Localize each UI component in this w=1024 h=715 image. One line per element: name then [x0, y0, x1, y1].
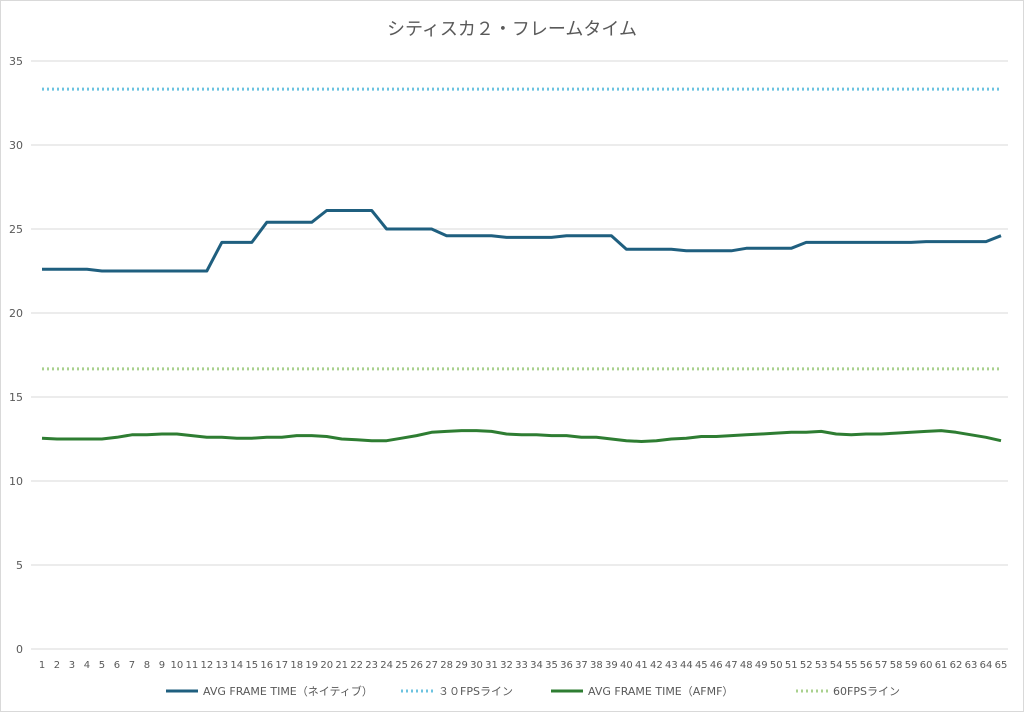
x-tick-label: 20	[320, 660, 333, 671]
legend-label: AVG FRAME TIME（AFMF）	[588, 685, 733, 698]
x-tick-label: 44	[680, 660, 693, 671]
x-tick-label: 1	[39, 660, 45, 671]
x-tick-label: 41	[635, 660, 648, 671]
x-tick-label: 53	[815, 660, 828, 671]
x-tick-label: 64	[980, 660, 993, 671]
x-tick-label: 17	[275, 660, 288, 671]
x-tick-label: 48	[740, 660, 753, 671]
x-tick-label: 9	[159, 660, 165, 671]
x-tick-label: 11	[185, 660, 198, 671]
series-line-3	[41, 429, 1002, 443]
x-tick-label: 30	[470, 660, 483, 671]
chart-title: シティスカ２・フレームタイム	[387, 19, 637, 40]
x-tick-label: 60	[920, 660, 933, 671]
x-tick-label: 40	[620, 660, 633, 671]
y-tick-label: 30	[9, 139, 23, 152]
x-tick-label: 31	[485, 660, 498, 671]
x-tick-label: 4	[84, 660, 90, 671]
y-tick-label: 0	[16, 643, 23, 656]
x-tick-label: 45	[695, 660, 708, 671]
x-tick-label: 56	[860, 660, 873, 671]
y-tick-label: 10	[9, 475, 23, 488]
x-tick-label: 19	[305, 660, 318, 671]
x-tick-label: 51	[785, 660, 798, 671]
x-tick-label: 16	[260, 660, 273, 671]
y-tick-label: 15	[9, 391, 23, 404]
x-tick-label: 25	[395, 660, 408, 671]
x-tick-label: 32	[500, 660, 513, 671]
x-tick-label: 63	[965, 660, 978, 671]
y-tick-label: 25	[9, 223, 23, 236]
x-tick-label: 39	[605, 660, 618, 671]
legend-label: 60FPSライン	[833, 685, 900, 698]
x-tick-label: 18	[290, 660, 303, 671]
x-tick-label: 46	[710, 660, 723, 671]
y-tick-label: 5	[16, 559, 23, 572]
x-tick-label: 27	[425, 660, 438, 671]
x-tick-label: 57	[875, 660, 888, 671]
x-tick-label: 22	[350, 660, 363, 671]
x-tick-label: 59	[905, 660, 918, 671]
x-tick-label: 26	[410, 660, 423, 671]
x-tick-label: 13	[215, 660, 228, 671]
x-tick-label: 23	[365, 660, 378, 671]
legend-label: AVG FRAME TIME（ネイティブ）	[203, 684, 373, 698]
x-tick-label: 42	[650, 660, 663, 671]
x-tick-label: 47	[725, 660, 738, 671]
x-tick-label: 34	[530, 660, 543, 671]
y-tick-label: 35	[9, 55, 23, 68]
x-tick-label: 28	[440, 660, 453, 671]
x-tick-label: 15	[245, 660, 258, 671]
x-tick-label: 12	[200, 660, 213, 671]
x-tick-label: 8	[144, 660, 150, 671]
x-tick-label: 54	[830, 660, 843, 671]
x-tick-label: 14	[230, 660, 243, 671]
x-tick-label: 33	[515, 660, 528, 671]
x-tick-label: 38	[590, 660, 603, 671]
x-tick-label: 5	[99, 660, 105, 671]
x-tick-label: 52	[800, 660, 813, 671]
x-tick-label: 58	[890, 660, 903, 671]
x-tick-label: 10	[170, 660, 183, 671]
x-tick-label: 7	[129, 660, 135, 671]
x-tick-label: 29	[455, 660, 468, 671]
x-tick-label: 21	[335, 660, 348, 671]
x-tick-label: 35	[545, 660, 558, 671]
x-tick-label: 37	[575, 660, 588, 671]
x-tick-label: 65	[995, 660, 1008, 671]
legend-label: ３０FPSライン	[438, 685, 513, 698]
x-tick-label: 6	[114, 660, 120, 671]
y-tick-label: 20	[9, 307, 23, 320]
x-tick-label: 43	[665, 660, 678, 671]
x-tick-label: 61	[935, 660, 948, 671]
x-tick-label: 3	[69, 660, 75, 671]
x-tick-label: 55	[845, 660, 858, 671]
x-tick-label: 50	[770, 660, 783, 671]
x-tick-label: 62	[950, 660, 963, 671]
series-line-1	[42, 209, 1002, 273]
x-tick-label: 36	[560, 660, 573, 671]
x-tick-label: 24	[380, 660, 393, 671]
x-tick-label: 2	[54, 660, 60, 671]
x-tick-label: 49	[755, 660, 768, 671]
